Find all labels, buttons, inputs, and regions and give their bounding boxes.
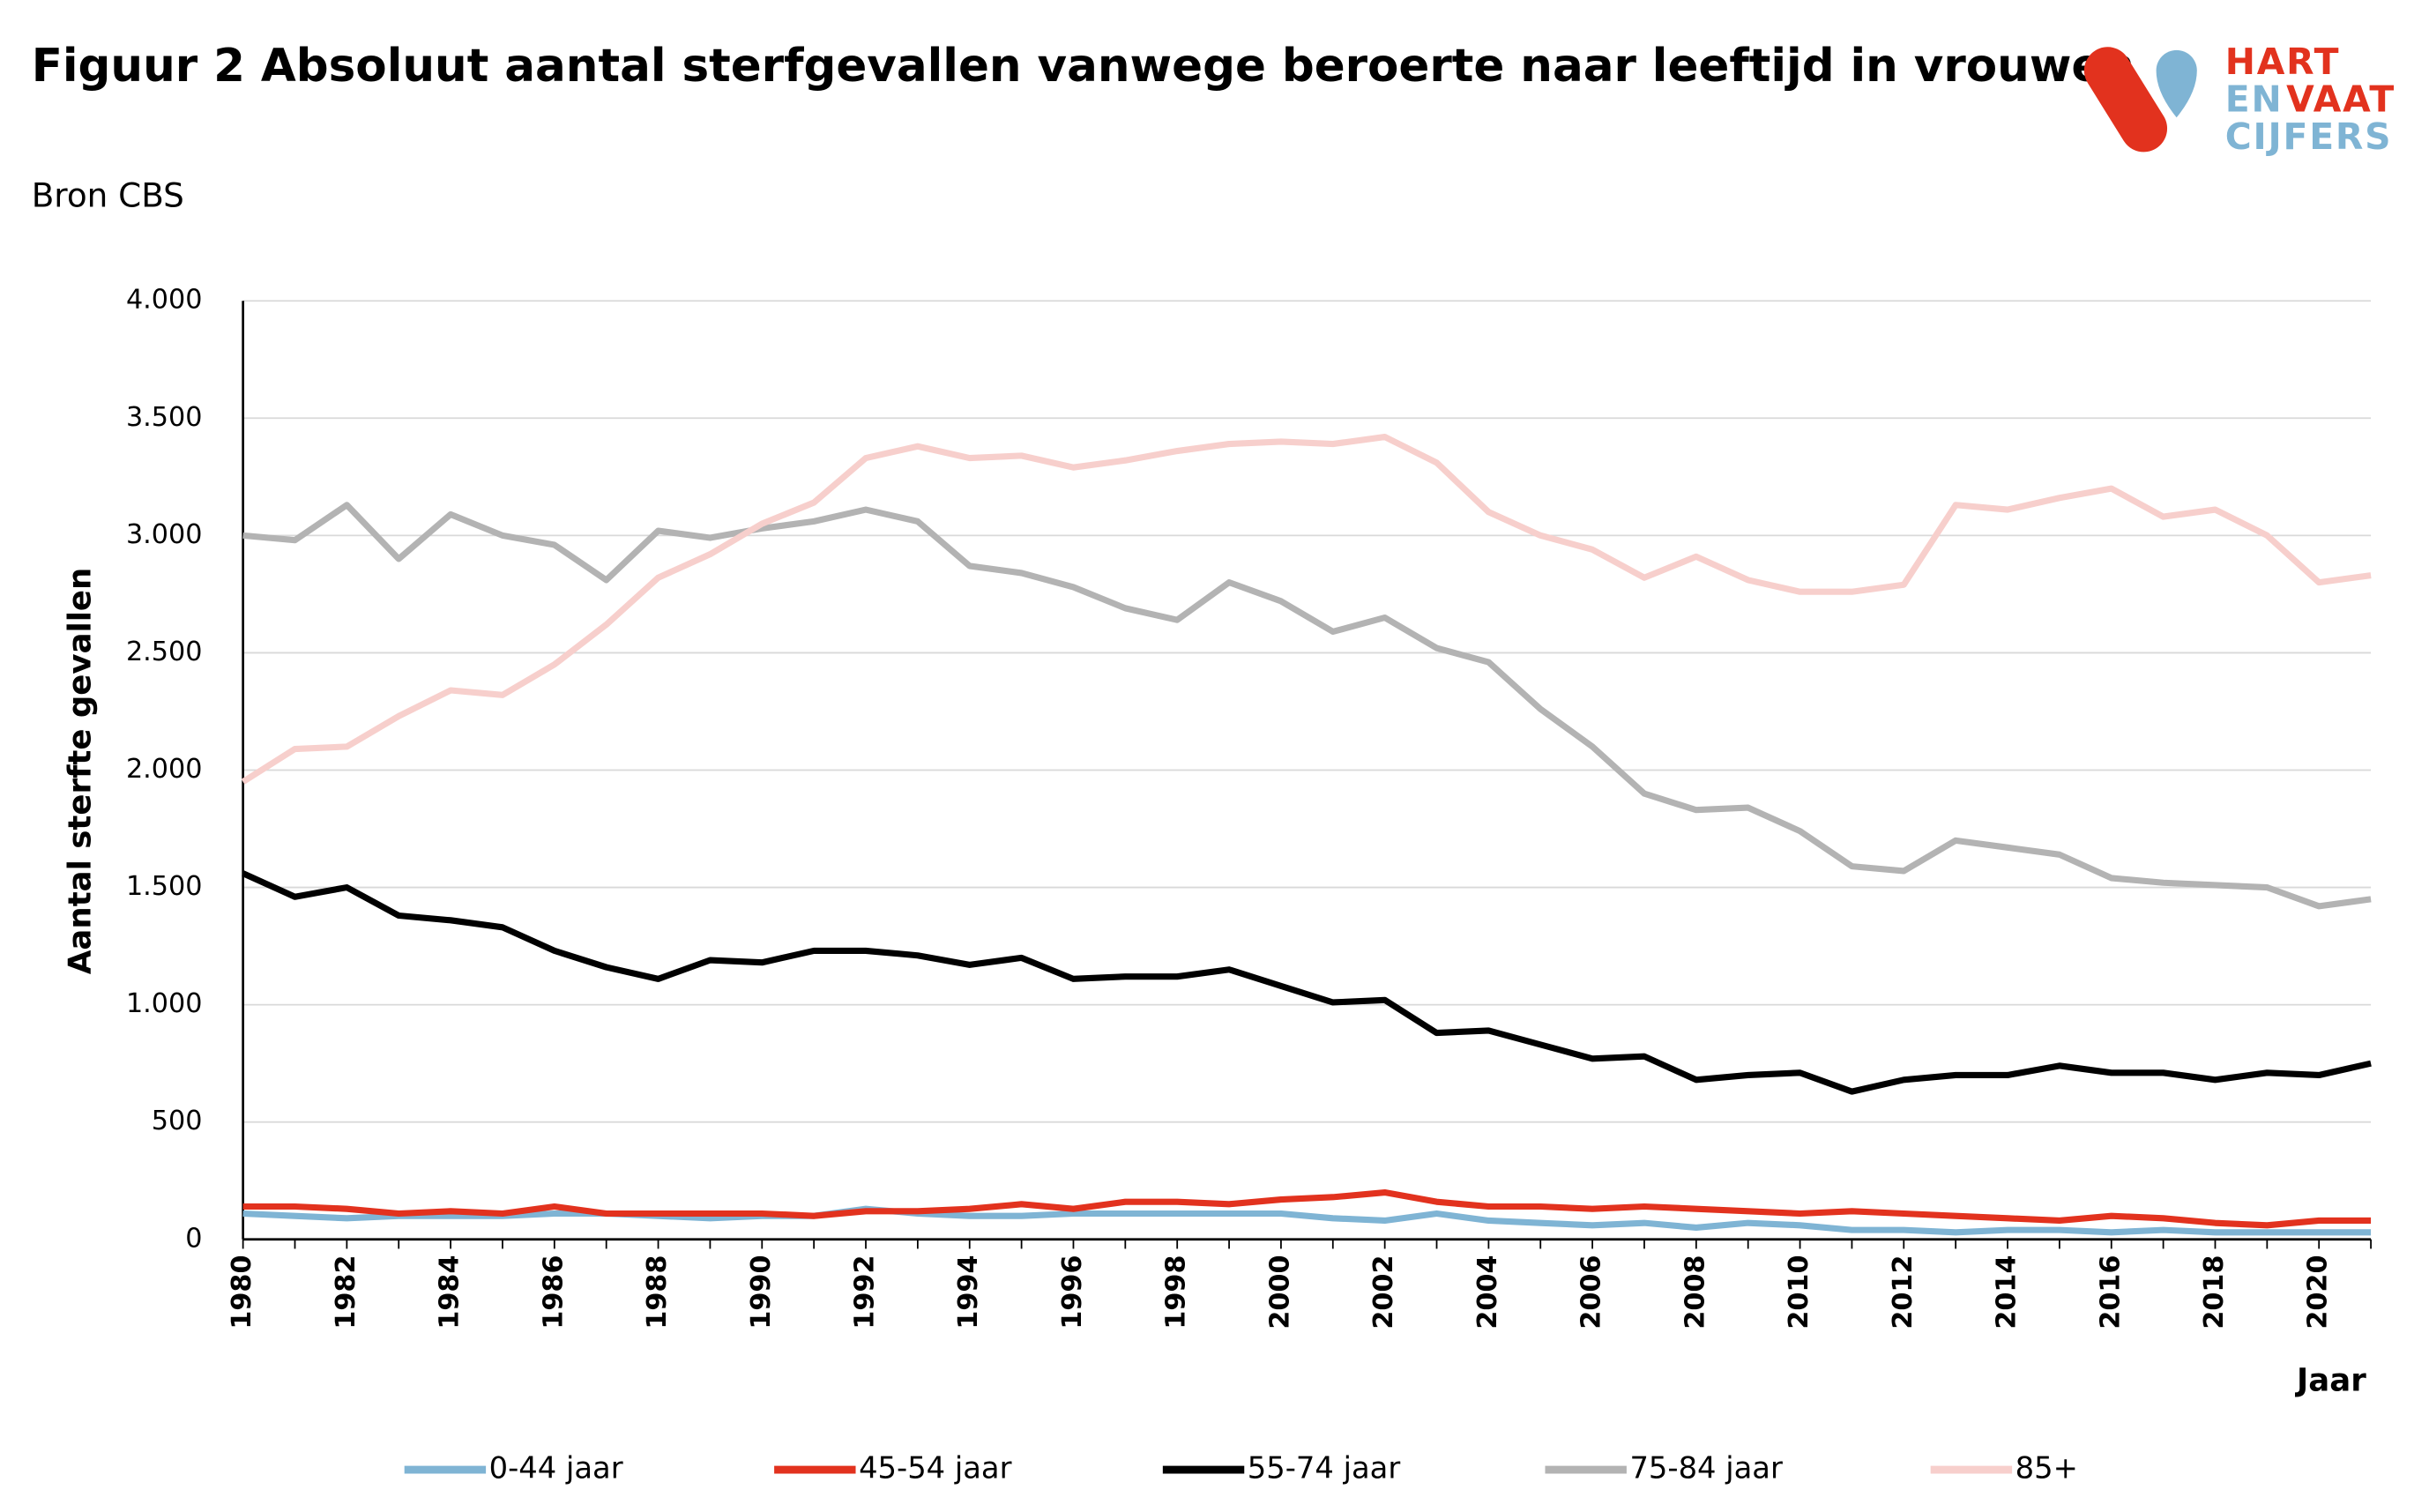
legend-label: 55-74 jaar — [1248, 1451, 1401, 1486]
y-tick-label: 1.500 — [126, 871, 202, 902]
x-tick-label: 1996 — [1057, 1255, 1088, 1330]
series-line — [241, 434, 2372, 785]
legend-label: 0-44 jaar — [489, 1451, 623, 1486]
x-tick-label: 2008 — [1680, 1255, 1710, 1330]
x-axis-label: Jaar — [2295, 1362, 2366, 1398]
y-tick-label: 0 — [185, 1223, 202, 1254]
x-tick-label: 1998 — [1161, 1255, 1192, 1330]
x-tick-label: 1982 — [331, 1255, 361, 1330]
legend-item: 0-44 jaar — [404, 1451, 623, 1486]
x-tick-label: 2006 — [1576, 1255, 1607, 1330]
series-line — [242, 870, 2372, 1095]
x-tick-label: 2014 — [1992, 1255, 2023, 1330]
legend-label: 75-84 jaar — [1629, 1451, 1783, 1486]
x-tick-label: 2018 — [2199, 1255, 2230, 1330]
legend-label: 85+ — [2015, 1451, 2078, 1486]
logo-shape — [2083, 47, 2168, 153]
y-tick-label: 3.500 — [126, 402, 202, 433]
logo-text: EN — [2225, 78, 2284, 121]
x-tick-label: 2020 — [2303, 1255, 2334, 1330]
legend-item: 75-84 jaar — [1545, 1451, 1783, 1486]
y-tick-label: 1.000 — [126, 988, 202, 1019]
y-tick-label: 2.500 — [126, 637, 202, 667]
chart-subtitle: Bron CBS — [32, 175, 184, 214]
x-tick-label: 1994 — [953, 1255, 984, 1330]
x-tick-label: 2000 — [1264, 1255, 1295, 1330]
y-tick-label: 3.000 — [126, 519, 202, 550]
logo-text: HART — [2225, 41, 2340, 83]
series-line — [242, 502, 2372, 910]
legend-item: 55-74 jaar — [1162, 1451, 1401, 1486]
chart-title: Figuur 2 Absoluut aantal sterfgevallen v… — [32, 40, 2135, 93]
x-tick-label: 2012 — [1888, 1255, 1919, 1330]
logo-text: CIJFERS — [2225, 115, 2393, 158]
x-tick-label: 2016 — [2095, 1255, 2126, 1330]
x-tick-label: 1988 — [642, 1255, 673, 1330]
x-tick-label: 1992 — [850, 1255, 881, 1330]
y-axis-label: Aantal sterfte gevallen — [63, 568, 99, 974]
logo: HART EN VAAT CIJFERS — [2083, 41, 2395, 158]
x-tick-label: 1984 — [435, 1255, 466, 1330]
x-tick-label: 2004 — [1472, 1255, 1503, 1330]
x-tick-label: 1990 — [746, 1255, 777, 1330]
x-tick-label: 2002 — [1368, 1255, 1399, 1330]
y-tick-label: 500 — [152, 1106, 203, 1136]
y-tick-label: 2.000 — [126, 754, 202, 785]
legend-label: 45-54 jaar — [859, 1451, 1012, 1486]
series-line — [242, 1188, 2372, 1229]
x-tick-label: 1980 — [227, 1255, 257, 1330]
x-tick-label: 1986 — [538, 1255, 569, 1330]
y-tick-label: 4.000 — [126, 285, 202, 316]
legend-item: 85+ — [1930, 1451, 2078, 1486]
logo-text: VAAT — [2286, 78, 2395, 121]
logo-drop — [2156, 49, 2197, 118]
x-tick-label: 2010 — [1784, 1255, 1814, 1330]
legend-item: 45-54 jaar — [774, 1451, 1012, 1486]
